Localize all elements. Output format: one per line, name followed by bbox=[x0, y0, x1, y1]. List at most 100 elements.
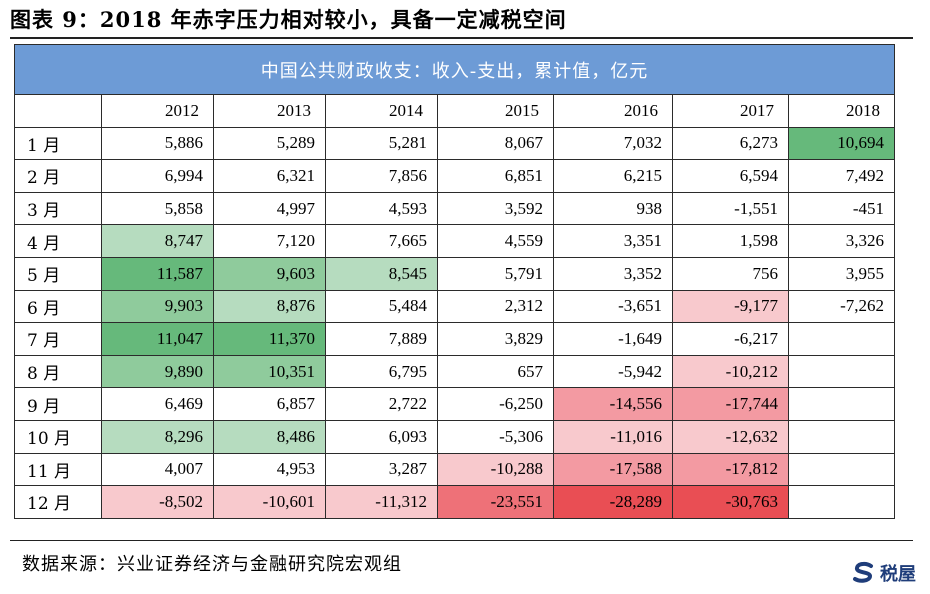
value-cell: 6,851 bbox=[437, 159, 554, 193]
value-cell: -23,551 bbox=[437, 485, 554, 519]
value-cell: 7,665 bbox=[325, 224, 438, 258]
value-cell: 8,876 bbox=[213, 289, 326, 324]
value-cell: -1,551 bbox=[672, 191, 789, 226]
value-cell: 6,994 bbox=[101, 159, 214, 193]
fiscal-balance-table: 中国公共财政收支：收入-支出，累计值，亿元 2012 2013 2014 2015 20… bbox=[14, 44, 895, 519]
value-cell: 7,492 bbox=[788, 159, 895, 193]
corner-cell bbox=[14, 94, 102, 128]
value-cell: 938 bbox=[553, 191, 673, 226]
value-cell: -14,556 bbox=[553, 387, 673, 421]
value-cell bbox=[788, 354, 895, 389]
watermark-text: 税屋 bbox=[880, 564, 916, 585]
value-cell bbox=[788, 419, 895, 454]
table-container: 中国公共财政收支：收入-支出，累计值，亿元 2012 2013 2014 2015 20… bbox=[14, 44, 895, 519]
value-cell: 6,093 bbox=[325, 419, 438, 454]
value-cell: -11,016 bbox=[553, 419, 673, 454]
value-cell: 8,296 bbox=[101, 419, 214, 454]
value-cell: 3,955 bbox=[788, 256, 895, 291]
value-cell: -1,649 bbox=[553, 322, 673, 356]
logo-s-icon bbox=[853, 561, 873, 583]
value-cell: 4,953 bbox=[213, 452, 326, 487]
data-source-note: 数据来源：兴业证券经济与金融研究院宏观组 bbox=[22, 554, 402, 575]
value-cell: 8,067 bbox=[437, 126, 554, 161]
value-cell: 6,857 bbox=[213, 387, 326, 421]
value-cell: 5,289 bbox=[213, 126, 326, 161]
value-cell: 4,997 bbox=[213, 191, 326, 226]
value-cell bbox=[788, 485, 895, 519]
value-cell: 5,281 bbox=[325, 126, 438, 161]
month-label: 7 月 bbox=[14, 322, 102, 356]
year-header-2015: 2015 bbox=[437, 94, 554, 128]
month-label: 1 月 bbox=[14, 126, 102, 161]
value-cell: -17,588 bbox=[553, 452, 673, 487]
table-header-row: 中国公共财政收支：收入-支出，累计值，亿元 bbox=[14, 44, 895, 95]
value-cell: -11,312 bbox=[325, 485, 438, 519]
value-cell: 6,215 bbox=[553, 159, 673, 193]
table-row: 7 月 11,047 11,370 7,889 3,829 -1,649 -6,217 bbox=[14, 322, 895, 356]
value-cell: -17,744 bbox=[672, 387, 789, 421]
value-cell: 7,120 bbox=[213, 224, 326, 258]
value-cell: 5,484 bbox=[325, 289, 438, 324]
value-cell: -12,632 bbox=[672, 419, 789, 454]
month-label: 2 月 bbox=[14, 159, 102, 193]
table-row: 3 月 5,858 4,997 4,593 3,592 938 -1,551 -451 bbox=[14, 191, 895, 226]
value-cell: -30,763 bbox=[672, 485, 789, 519]
table-row: 11 月 4,007 4,953 3,287 -10,288 -17,588 -17,812 bbox=[14, 452, 895, 487]
year-header-2012: 2012 bbox=[101, 94, 214, 128]
month-label: 12 月 bbox=[14, 485, 102, 519]
value-cell: 8,747 bbox=[101, 224, 214, 258]
value-cell: 6,795 bbox=[325, 354, 438, 389]
value-cell: 3,352 bbox=[553, 256, 673, 291]
value-cell: 8,545 bbox=[325, 256, 438, 291]
value-cell: 2,722 bbox=[325, 387, 438, 421]
table-row: 10 月 8,296 8,486 6,093 -5,306 -11,016 -12,632 bbox=[14, 419, 895, 454]
value-cell: 9,903 bbox=[101, 289, 214, 324]
value-cell: 3,592 bbox=[437, 191, 554, 226]
value-cell bbox=[788, 387, 895, 421]
value-cell: 6,321 bbox=[213, 159, 326, 193]
value-cell: 6,594 bbox=[672, 159, 789, 193]
value-cell: 756 bbox=[672, 256, 789, 291]
month-label: 11 月 bbox=[14, 452, 102, 487]
value-cell: 3,351 bbox=[553, 224, 673, 258]
month-label: 4 月 bbox=[14, 224, 102, 258]
value-cell: 10,694 bbox=[788, 126, 895, 161]
year-header-2013: 2013 bbox=[213, 94, 326, 128]
title-rule bbox=[10, 37, 913, 39]
value-cell: -7,262 bbox=[788, 289, 895, 324]
figure-title: 图表 9：2018 年赤字压力相对较小，具备一定减税空间 bbox=[10, 7, 567, 32]
table-row: 9 月 6,469 6,857 2,722 -6,250 -14,556 -17,744 bbox=[14, 387, 895, 421]
value-cell: 2,312 bbox=[437, 289, 554, 324]
value-cell: -10,288 bbox=[437, 452, 554, 487]
value-cell: 4,593 bbox=[325, 191, 438, 226]
value-cell: 5,791 bbox=[437, 256, 554, 291]
value-cell: 5,858 bbox=[101, 191, 214, 226]
value-cell: 9,603 bbox=[213, 256, 326, 291]
value-cell: 657 bbox=[437, 354, 554, 389]
year-header-2014: 2014 bbox=[325, 94, 438, 128]
value-cell: 11,047 bbox=[101, 322, 214, 356]
table-row: 6 月 9,903 8,876 5,484 2,312 -3,651 -9,177 -7,26… bbox=[14, 289, 895, 324]
value-cell: -10,212 bbox=[672, 354, 789, 389]
month-label: 3 月 bbox=[14, 191, 102, 226]
month-label: 9 月 bbox=[14, 387, 102, 421]
value-cell: -6,217 bbox=[672, 322, 789, 356]
value-cell: -10,601 bbox=[213, 485, 326, 519]
value-cell: 9,890 bbox=[101, 354, 214, 389]
value-cell: 6,469 bbox=[101, 387, 214, 421]
value-cell: 7,032 bbox=[553, 126, 673, 161]
value-cell: 8,486 bbox=[213, 419, 326, 454]
year-header-2016: 2016 bbox=[553, 94, 673, 128]
value-cell: 4,559 bbox=[437, 224, 554, 258]
value-cell: -9,177 bbox=[672, 289, 789, 324]
month-label: 5 月 bbox=[14, 256, 102, 291]
value-cell bbox=[788, 452, 895, 487]
value-cell: 4,007 bbox=[101, 452, 214, 487]
table-row: 12 月 -8,502 -10,601 -11,312 -23,551 -28,289 -3… bbox=[14, 485, 895, 519]
value-cell: 1,598 bbox=[672, 224, 789, 258]
table-row: 1 月 5,886 5,289 5,281 8,067 7,032 6,273 10,694 bbox=[14, 126, 895, 161]
table-row: 4 月 8,747 7,120 7,665 4,559 3,351 1,598 3,326 bbox=[14, 224, 895, 258]
value-cell: -3,651 bbox=[553, 289, 673, 324]
footer-rule bbox=[10, 540, 913, 541]
value-cell: 10,351 bbox=[213, 354, 326, 389]
